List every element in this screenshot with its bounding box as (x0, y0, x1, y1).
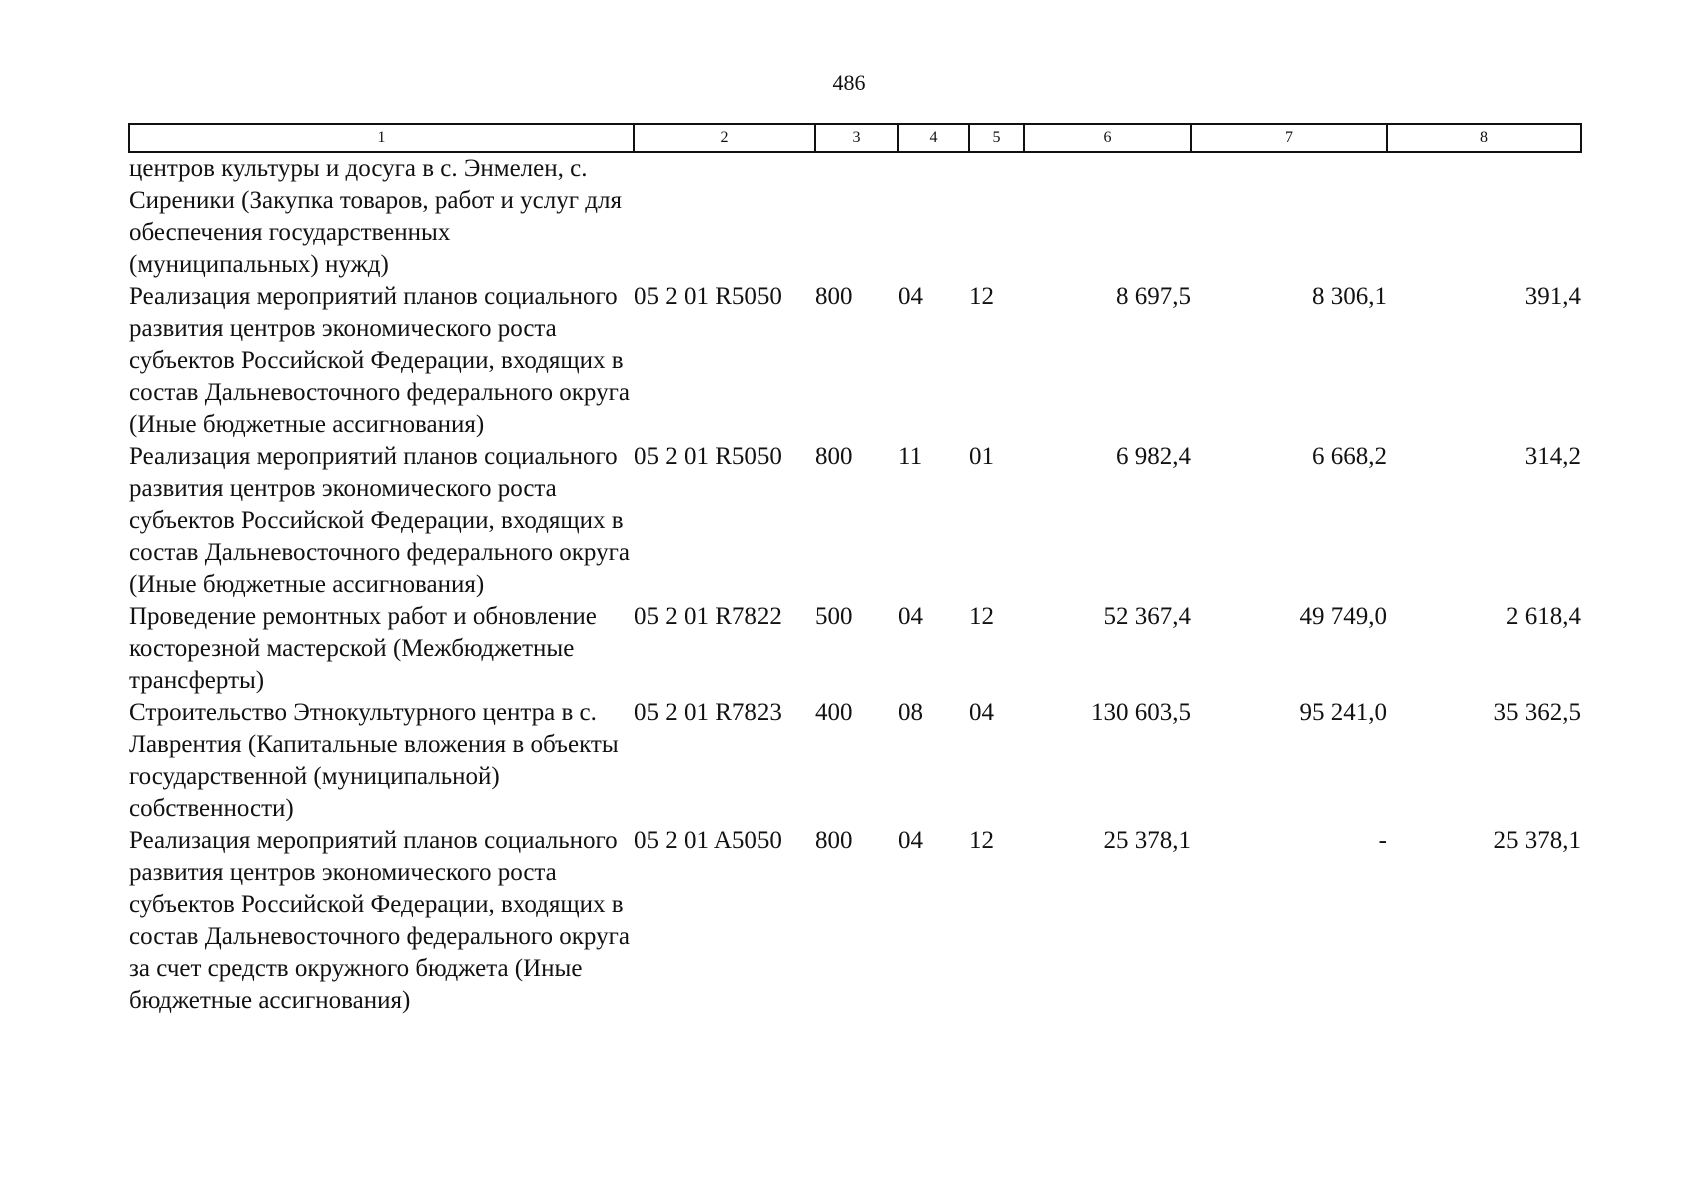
column-header: 5 (968, 123, 1025, 153)
row-total: 6 982,4 (1116, 443, 1191, 470)
row-rz: 04 (898, 827, 923, 854)
row-vr: 800 (815, 443, 853, 470)
column-header: 7 (1190, 123, 1388, 153)
row-vr: 800 (815, 283, 853, 310)
row-federal: 6 668,2 (1312, 443, 1387, 470)
column-header: 6 (1023, 123, 1192, 153)
budget-table: 1 2 3 4 5 6 7 8 центров культуры и досуг… (128, 123, 1582, 1017)
row-pr: 04 (969, 699, 994, 726)
row-name: Реализация мероприятий планов социальног… (129, 827, 630, 1014)
column-header: 8 (1386, 123, 1582, 153)
row-total: 52 367,4 (1103, 603, 1192, 630)
row-total (1024, 152, 1191, 281)
row-federal: 49 749,0 (1299, 603, 1388, 630)
table-row: Строительство Этнокультурного центра в с… (129, 697, 1581, 825)
row-rz: 04 (898, 283, 923, 310)
row-code (634, 152, 815, 281)
column-header: 3 (814, 123, 899, 153)
row-regional: 391,4 (1524, 283, 1581, 310)
row-name: Реализация мероприятий планов социальног… (129, 283, 630, 438)
row-total: 8 697,5 (1116, 283, 1191, 310)
row-name: Реализация мероприятий планов социальног… (129, 443, 630, 598)
row-federal (1191, 152, 1387, 281)
row-rz: 04 (898, 603, 923, 630)
row-vr: 400 (815, 699, 853, 726)
row-pr: 01 (969, 443, 994, 470)
table-row: Реализация мероприятий планов социальног… (129, 281, 1581, 441)
row-name: Проведение ремонтных работ и обновление … (129, 603, 597, 694)
table-row: Реализация мероприятий планов социальног… (129, 441, 1581, 601)
row-code: 05 2 01 R5050 (634, 283, 782, 310)
column-header: 1 (128, 123, 635, 153)
column-number-header: 1 2 3 4 5 6 7 8 (128, 123, 1582, 153)
row-rz: 08 (898, 699, 923, 726)
page-number: 486 (832, 70, 866, 95)
row-code: 05 2 01 R7823 (634, 699, 782, 726)
row-regional: 2 618,4 (1506, 603, 1581, 630)
row-name: Строительство Этнокультурного центра в с… (129, 699, 619, 822)
row-pr: 12 (969, 283, 994, 310)
table-row: центров культуры и досуга в с. Энмелен, … (129, 152, 1581, 281)
table-row: Реализация мероприятий планов социальног… (129, 825, 1581, 1017)
row-regional: 314,2 (1524, 443, 1581, 470)
row-regional: 25 378,1 (1493, 827, 1582, 854)
column-header: 2 (633, 123, 816, 153)
row-code: 05 2 01 A5050 (634, 827, 782, 854)
row-total: 130 603,5 (1091, 699, 1191, 726)
column-header: 4 (897, 123, 970, 153)
row-code: 05 2 01 R7822 (634, 603, 782, 630)
row-regional (1387, 152, 1581, 281)
row-pr: 12 (969, 603, 994, 630)
row-federal: 95 241,0 (1299, 699, 1388, 726)
row-code: 05 2 01 R5050 (634, 443, 782, 470)
row-vr: 800 (815, 827, 853, 854)
row-vr (815, 152, 898, 281)
row-pr: 12 (969, 827, 994, 854)
row-rz (898, 152, 969, 281)
row-federal: 8 306,1 (1312, 283, 1387, 310)
row-vr: 500 (815, 603, 853, 630)
row-total: 25 378,1 (1103, 827, 1192, 854)
row-name: центров культуры и досуга в с. Энмелен, … (129, 155, 622, 278)
row-rz: 11 (898, 443, 923, 470)
row-pr (969, 152, 1024, 281)
row-regional: 35 362,5 (1493, 699, 1582, 726)
table-row: Проведение ремонтных работ и обновление … (129, 601, 1581, 697)
row-federal: - (1378, 827, 1387, 854)
